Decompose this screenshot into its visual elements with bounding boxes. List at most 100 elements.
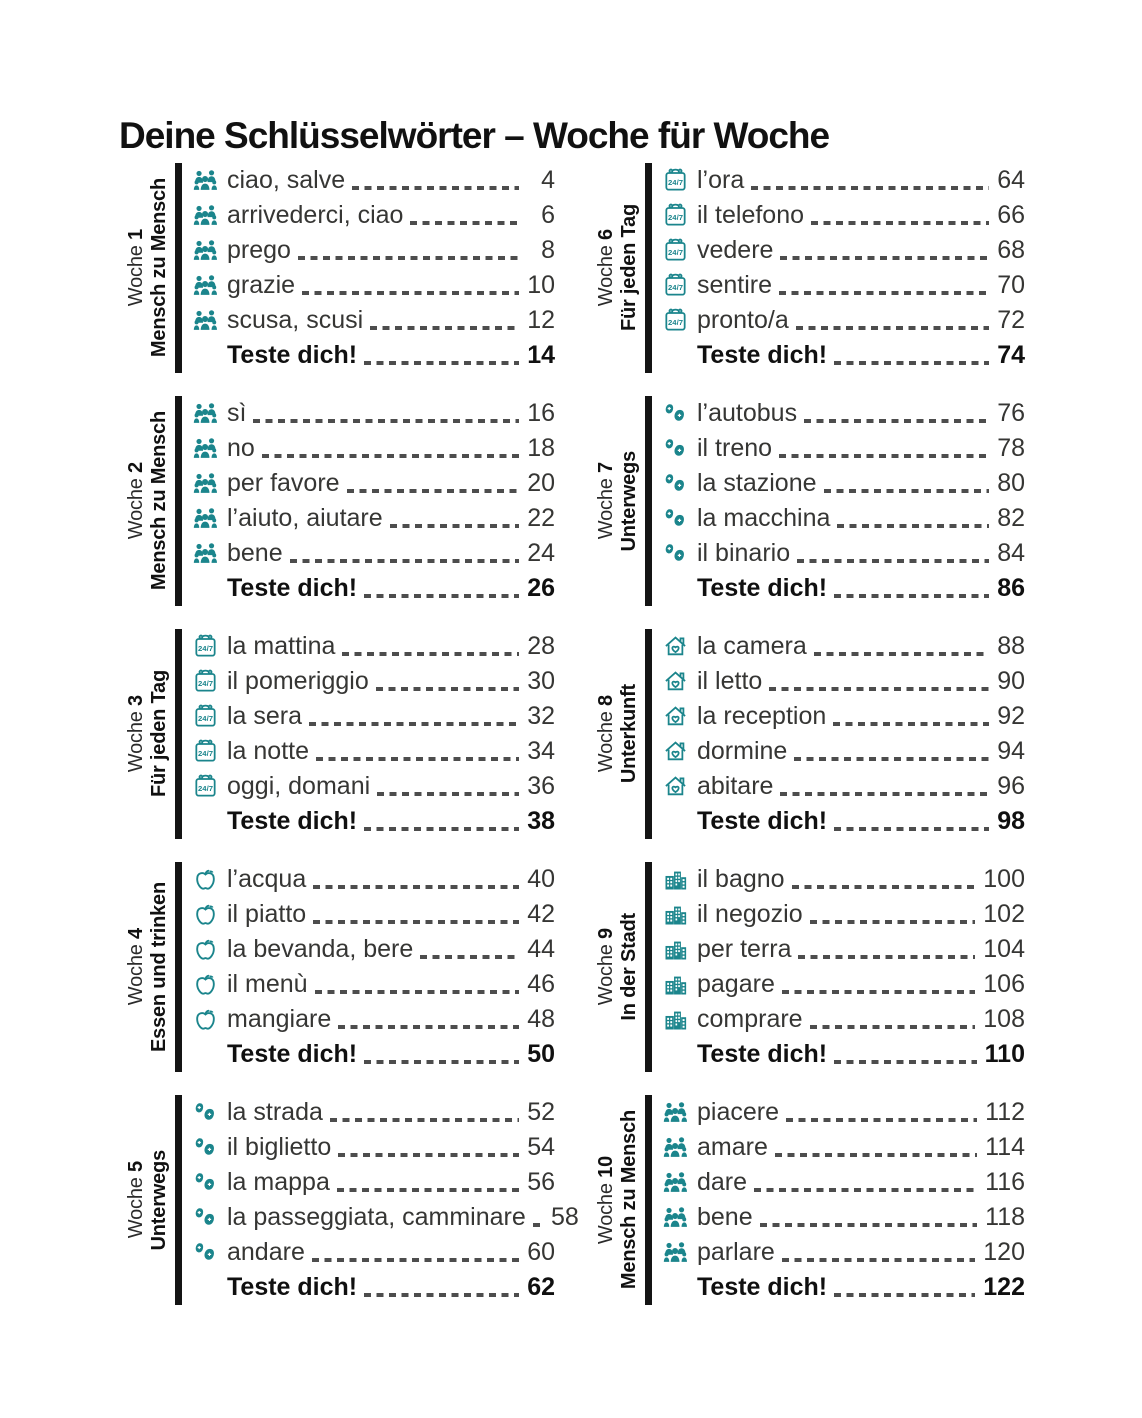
week-sidebar-labels: Woche 8 Unterkunft — [588, 629, 640, 839]
toc-item-label: per favore — [227, 469, 340, 497]
week-sidebar-labels: Woche 2 Mensch zu Mensch — [118, 396, 170, 606]
dotted-leader — [297, 256, 519, 260]
toc-item-label: mangiare — [227, 1005, 332, 1033]
toc-item-row: comprare 108 — [663, 1002, 1025, 1037]
week-number: 1 — [125, 229, 147, 241]
week-item-list: piacere 112 amare 114 dare 116 bene 118 — [663, 1095, 1025, 1305]
toc-item-label: pronto/a — [697, 306, 789, 334]
shoes-icon — [193, 1205, 218, 1230]
week-category-label: Für jeden Tag — [148, 670, 170, 798]
week-block-2: Woche 2 Mensch zu Mensch sì 16 no 18 per… — [118, 396, 555, 606]
toc-item-row: prego 8 — [193, 233, 555, 268]
icon-spacer — [663, 1275, 688, 1300]
toc-item-page-number: 114 — [985, 1133, 1025, 1161]
shoes-icon — [663, 541, 688, 566]
dotted-leader — [781, 990, 976, 994]
dotted-leader — [329, 1118, 519, 1122]
toc-item-page-number: 80 — [997, 469, 1025, 497]
dotted-leader — [834, 827, 989, 831]
toc-item-row: l’acqua 40 — [193, 862, 555, 897]
people-group-icon — [193, 273, 218, 298]
shoes-icon — [193, 1240, 218, 1265]
toc-item-page-number: 32 — [527, 702, 555, 730]
dotted-leader — [833, 722, 989, 726]
week-category-label: In der Stadt — [618, 913, 640, 1021]
toc-item-row: la bevanda, bere 44 — [193, 932, 555, 967]
calendar-24-7-icon: 24/7 — [193, 669, 218, 694]
toc-item-row: ciao, salve 4 — [193, 163, 555, 198]
toc-item-page-number: 28 — [527, 632, 555, 660]
toc-item-label: oggi, domani — [227, 772, 371, 800]
calendar-24-7-icon: 24/7 — [193, 634, 218, 659]
people-group-icon — [193, 168, 218, 193]
toc-item-page-number: 110 — [984, 1040, 1025, 1068]
dotted-leader — [352, 186, 519, 190]
toc-item-label: il piatto — [227, 900, 307, 928]
toc-test-row: Teste dich! 74 — [663, 338, 1025, 373]
toc-item-page-number: 92 — [997, 702, 1025, 730]
toc-item-page-number: 18 — [527, 434, 555, 462]
toc-item-page-number: 14 — [527, 341, 555, 369]
week-number-label: Woche 4 — [125, 928, 147, 1005]
dotted-leader — [370, 326, 519, 330]
calendar-24-7-icon: 24/7 — [193, 704, 218, 729]
dotted-leader — [780, 256, 989, 260]
shoes-icon — [663, 471, 688, 496]
toc-item-label: il menù — [227, 970, 308, 998]
toc-item-page-number: 68 — [997, 236, 1025, 264]
dotted-leader — [780, 792, 989, 796]
week-word: Woche — [595, 711, 617, 773]
toc-item-row: dare 116 — [663, 1165, 1025, 1200]
toc-item-label: Teste dich! — [697, 807, 828, 835]
icon-spacer — [663, 576, 688, 601]
dotted-leader — [309, 722, 519, 726]
week-word: Woche — [125, 711, 147, 773]
dotted-leader — [779, 291, 989, 295]
week-divider-bar — [175, 396, 182, 606]
toc-item-row: il menù 46 — [193, 967, 555, 1002]
house-heart-icon — [663, 704, 688, 729]
people-group-icon — [663, 1205, 688, 1230]
dotted-leader — [786, 1118, 978, 1122]
toc-item-row: parlare 120 — [663, 1235, 1025, 1270]
dotted-leader — [794, 757, 989, 761]
week-number: 9 — [595, 928, 617, 940]
toc-test-row: Teste dich! 122 — [663, 1270, 1025, 1305]
toc-item-page-number: 10 — [527, 271, 555, 299]
toc-item-row: per terra 104 — [663, 932, 1025, 967]
toc-item-label: il biglietto — [227, 1133, 332, 1161]
toc-item-label: bene — [697, 1203, 753, 1231]
week-number: 7 — [595, 462, 617, 474]
toc-item-label: andare — [227, 1238, 305, 1266]
toc-test-row: Teste dich! 98 — [663, 804, 1025, 839]
icon-spacer — [663, 343, 688, 368]
toc-item-page-number: 12 — [527, 306, 555, 334]
toc-item-label: il letto — [697, 667, 763, 695]
apple-icon — [193, 937, 218, 962]
dotted-leader — [342, 652, 519, 656]
week-category-label: Mensch zu Mensch — [148, 178, 170, 358]
svg-text:24/7: 24/7 — [668, 283, 683, 292]
toc-item-label: il telefono — [697, 201, 805, 229]
week-number-label: Woche 3 — [125, 695, 147, 773]
week-number: 3 — [125, 695, 147, 707]
toc-test-row: Teste dich! 14 — [193, 338, 555, 373]
week-word: Woche — [125, 245, 147, 307]
toc-item-page-number: 64 — [997, 166, 1025, 194]
dotted-leader — [754, 1188, 978, 1192]
people-group-icon — [663, 1135, 688, 1160]
week-item-list: la camera 88 il letto 90 la reception 92… — [663, 629, 1025, 839]
toc-item-page-number: 60 — [527, 1238, 555, 1266]
week-item-list: la strada 52 il biglietto 54 la mappa 56 — [193, 1095, 579, 1305]
dotted-leader — [311, 1258, 519, 1262]
week-block-4: Woche 4 Essen und trinken l’acqua 40 il … — [118, 862, 555, 1072]
svg-text:24/7: 24/7 — [198, 749, 213, 758]
toc-item-page-number: 86 — [997, 574, 1025, 602]
calendar-24-7-icon: 24/7 — [193, 739, 218, 764]
people-group-icon — [663, 1240, 688, 1265]
toc-item-label: piacere — [697, 1098, 779, 1126]
toc-item-page-number: 66 — [997, 201, 1025, 229]
dotted-leader — [377, 792, 519, 796]
week-sidebar-labels: Woche 6 Für jeden Tag — [588, 163, 640, 373]
icon-spacer — [193, 576, 218, 601]
